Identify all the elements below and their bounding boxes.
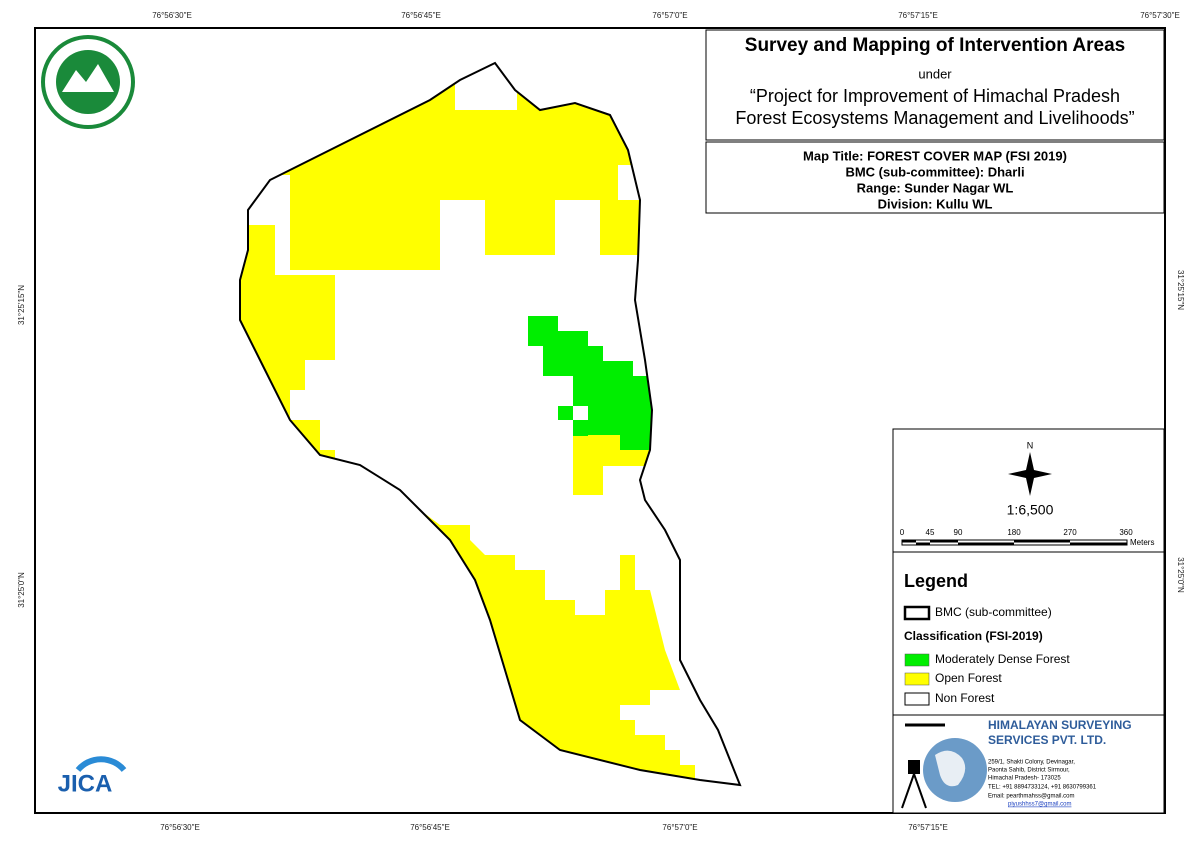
legend-label: Non Forest <box>935 691 995 705</box>
project-line: “Project for Improvement of Himachal Pra… <box>750 86 1120 106</box>
open-forest <box>320 450 335 460</box>
map-info: Map Title: FOREST COVER MAP (FSI 2019) <box>803 148 1067 163</box>
company-address: Himachal Pradesh- 173025 <box>988 776 1061 782</box>
open-forest <box>600 200 642 255</box>
coord-label: 31°25'15"N <box>17 285 26 325</box>
legend-box <box>892 551 1165 716</box>
coord-label: 76°56'30"E <box>160 823 200 832</box>
scale-label: 0 <box>900 528 905 537</box>
scale-label: 270 <box>1063 528 1077 537</box>
coord-label: 31°25'15"N <box>1176 270 1185 310</box>
header-box <box>705 29 1165 141</box>
map-info-box <box>705 141 1165 214</box>
legend-swatch <box>904 672 930 686</box>
legend-label: BMC (sub-committee) <box>935 605 1052 619</box>
coord-label: 76°57'15"E <box>898 11 938 20</box>
coord-label: 31°25'0"N <box>1176 557 1185 593</box>
scale-bar <box>901 539 1128 546</box>
forest-dept-logo <box>41 35 135 129</box>
company-address: TEL: +91 8894733124, +91 8630799361 <box>988 785 1097 791</box>
coord-label: 76°57'0"E <box>662 823 697 832</box>
scale-unit: Meters <box>1130 538 1154 547</box>
north-arrow <box>1008 452 1052 496</box>
company-address: 259/1, Shakti Colony, Devinagar, <box>988 760 1075 766</box>
legend-title: Legend <box>904 571 968 591</box>
bmc-boundary <box>239 61 742 787</box>
open-forest <box>290 200 440 270</box>
coord-label: 76°57'15"E <box>908 823 948 832</box>
company-name: SERVICES PVT. LTD. <box>988 733 1106 747</box>
coord-label: 31°25'0"N <box>17 572 26 608</box>
legend-subtitle: Classification (FSI-2019) <box>904 629 1043 643</box>
open-forest <box>240 275 335 360</box>
open-forest <box>485 200 555 255</box>
company-address: Paonta Sahib, District Sirmour, <box>988 768 1070 774</box>
scale-label: 180 <box>1007 528 1021 537</box>
legend-swatch <box>904 653 930 667</box>
moderately-dense-forest <box>528 316 655 450</box>
legend-swatch <box>903 605 931 621</box>
project-line: Forest Ecosystems Management and Livelih… <box>735 108 1134 128</box>
scale-box <box>892 428 1165 553</box>
legend-label: Moderately Dense Forest <box>935 652 1070 666</box>
coord-label: 76°57'0"E <box>652 11 687 20</box>
scale-ratio: 1:6,500 <box>1007 502 1054 518</box>
coord-label: 76°56'45"E <box>401 11 441 20</box>
header-under: under <box>918 66 952 81</box>
header-title: Survey and Mapping of Intervention Areas <box>745 35 1125 56</box>
legend-label: Open Forest <box>935 671 1002 685</box>
north-label: N <box>1027 440 1034 450</box>
legend-swatch <box>904 692 930 706</box>
jica-logo: JICA <box>58 770 113 797</box>
company-address: Email: pearthmahss@gmail.com <box>988 794 1074 800</box>
map-info: Division: Kullu WL <box>878 196 993 211</box>
jica-arc <box>75 756 127 773</box>
coord-label: 76°56'45"E <box>410 823 450 832</box>
company-name: HIMALAYAN SURVEYING <box>988 718 1132 732</box>
scale-label: 360 <box>1119 528 1133 537</box>
scale-label: 45 <box>926 528 935 537</box>
scale-label: 90 <box>954 528 963 537</box>
company-address: piyushhss7@gmail.com <box>1008 802 1071 808</box>
coord-label: 76°56'30"E <box>152 11 192 20</box>
coord-label: 76°57'30"E <box>1140 11 1180 20</box>
map-info: Range: Sunder Nagar WL <box>857 180 1014 195</box>
company-logo <box>901 723 987 809</box>
map-info: BMC (sub-committee): Dharli <box>845 164 1024 179</box>
